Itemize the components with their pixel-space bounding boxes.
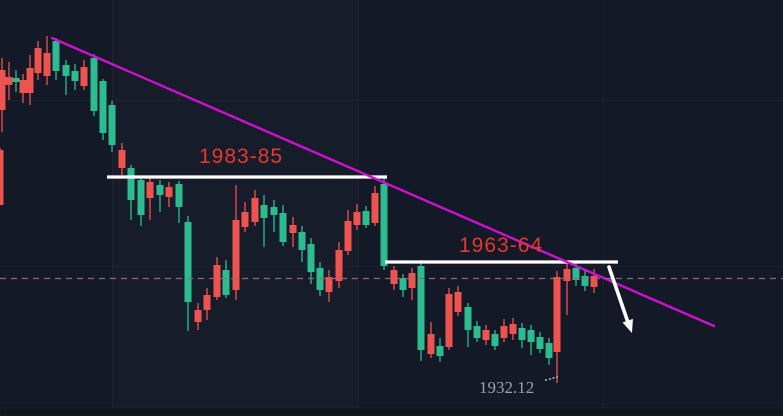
candle xyxy=(0,148,4,205)
candle xyxy=(500,319,508,342)
candle xyxy=(553,271,561,383)
candle xyxy=(325,270,333,302)
candle xyxy=(408,268,416,300)
candle xyxy=(482,325,490,345)
candle xyxy=(545,338,553,365)
candle xyxy=(118,143,126,175)
candle xyxy=(344,210,352,255)
candle xyxy=(390,266,398,290)
candle xyxy=(43,36,51,85)
candle xyxy=(527,325,535,355)
candle xyxy=(491,330,499,350)
candle xyxy=(19,74,27,103)
candle xyxy=(5,62,13,100)
candle xyxy=(473,321,481,342)
candle xyxy=(270,200,278,232)
candle xyxy=(335,242,343,288)
candle xyxy=(71,64,79,90)
annotations-layer: 1983-85 1963-64 1932.12 xyxy=(0,36,783,397)
swing-low-dotted-marker xyxy=(544,375,559,382)
candle xyxy=(445,288,453,350)
candle xyxy=(454,286,462,316)
candle xyxy=(581,270,589,291)
candle xyxy=(353,204,361,230)
candles-layer xyxy=(0,36,598,383)
candle xyxy=(436,338,444,362)
candle xyxy=(279,205,287,246)
resistance-label-upper: 1983-85 xyxy=(199,145,283,168)
candle xyxy=(90,54,98,116)
candle xyxy=(260,195,268,247)
candle xyxy=(108,101,116,152)
candle xyxy=(536,332,544,353)
candle xyxy=(127,165,135,220)
descending-trendline[interactable] xyxy=(50,36,716,328)
arrow-head xyxy=(622,318,633,333)
candle xyxy=(0,58,6,132)
candle xyxy=(417,260,425,361)
candle xyxy=(26,55,34,105)
candle xyxy=(464,303,472,347)
candle xyxy=(427,322,435,358)
resistance-label-lower: 1963-64 xyxy=(459,234,543,257)
candle xyxy=(380,178,388,270)
candle xyxy=(371,186,379,226)
candle xyxy=(298,226,306,262)
swing-low-price-label: 1932.12 xyxy=(479,378,534,397)
candle xyxy=(563,263,571,315)
candle xyxy=(99,79,107,140)
candle xyxy=(184,216,192,331)
candle xyxy=(62,60,70,95)
session-band xyxy=(112,0,358,408)
candle xyxy=(12,70,20,92)
candle xyxy=(518,323,526,348)
candle xyxy=(52,38,60,80)
candle xyxy=(34,41,42,80)
candle xyxy=(156,180,164,212)
candle xyxy=(213,257,221,300)
candle xyxy=(175,181,183,223)
projection-arrow-down[interactable] xyxy=(607,265,633,333)
candle xyxy=(194,303,202,330)
candle xyxy=(80,60,88,90)
candle xyxy=(137,176,145,226)
candle xyxy=(203,288,211,320)
candle xyxy=(251,190,259,226)
time-axis-strip[interactable] xyxy=(0,407,783,416)
candle xyxy=(509,318,517,340)
candle xyxy=(399,274,407,297)
candle xyxy=(307,238,315,284)
arrow-shaft xyxy=(607,265,630,323)
candle xyxy=(232,185,240,300)
candle xyxy=(289,217,297,247)
candle xyxy=(241,202,249,232)
candle xyxy=(146,177,154,220)
candle xyxy=(362,206,370,228)
candle xyxy=(165,182,173,207)
